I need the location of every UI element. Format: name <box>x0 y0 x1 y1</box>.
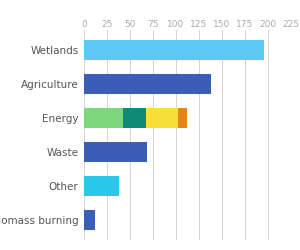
Bar <box>84 40 264 60</box>
Bar <box>178 108 187 128</box>
Bar <box>84 74 211 94</box>
Bar <box>84 176 119 196</box>
Bar <box>84 210 95 231</box>
Bar <box>123 108 146 128</box>
Bar <box>84 142 147 162</box>
Bar <box>146 108 178 128</box>
Bar <box>84 108 123 128</box>
